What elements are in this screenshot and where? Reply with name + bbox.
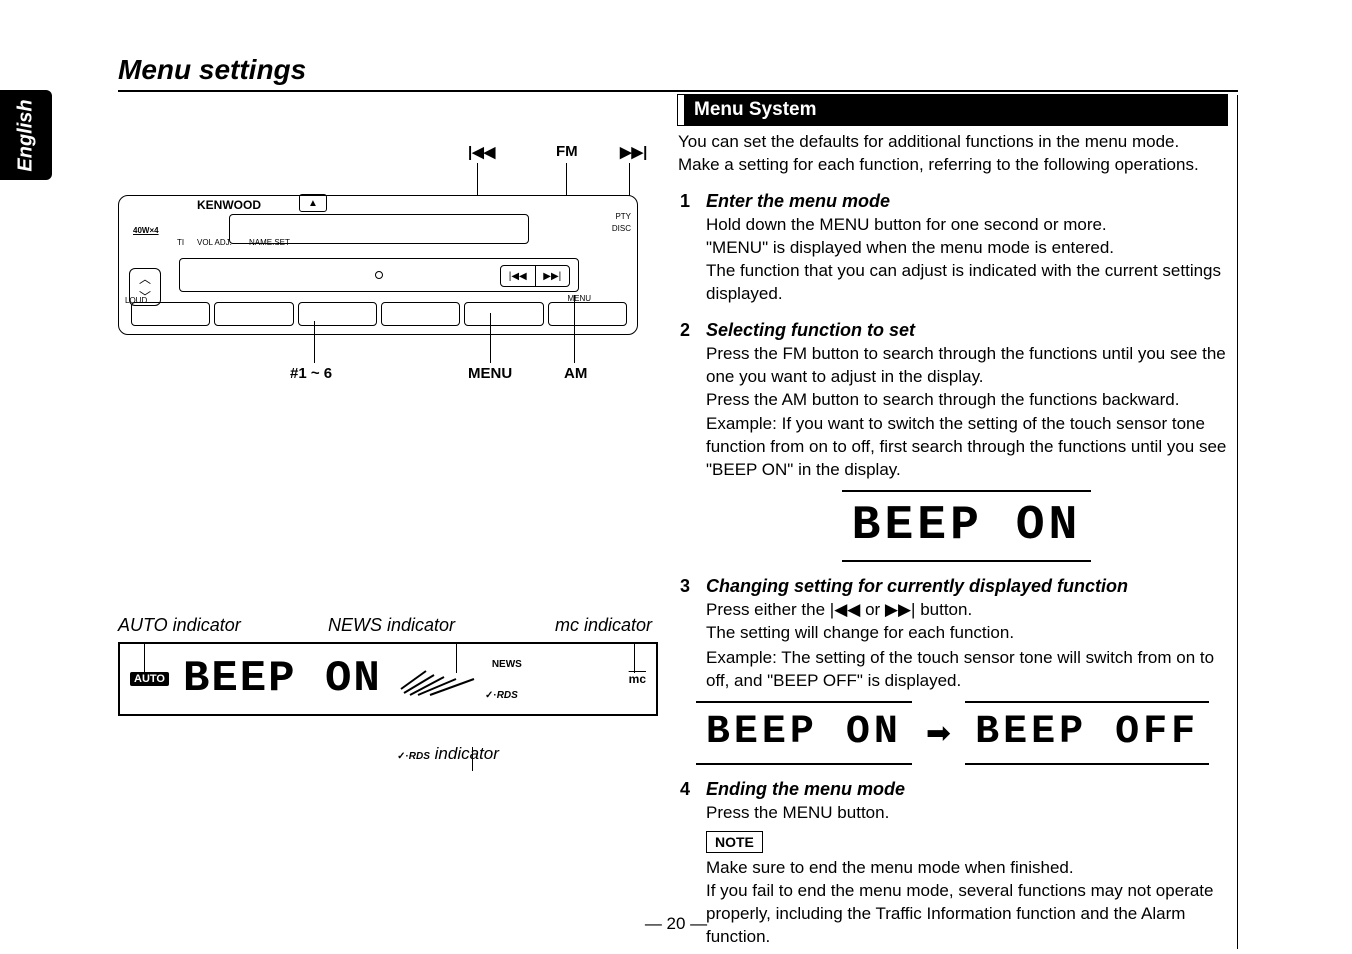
vol-label: VOL ADJ.	[197, 238, 232, 247]
chevron-up-icon: ︿	[139, 270, 151, 287]
step-3-num: 3	[680, 576, 690, 597]
section-title: Menu System	[678, 95, 1227, 125]
step-1-body: Hold down the MENU button for one second…	[706, 214, 1227, 306]
step-3-example: Example: The setting of the touch sensor…	[706, 647, 1227, 693]
step-2-display-text: BEEP ON	[852, 496, 1082, 556]
step-2-body: Press the FM button to search through th…	[706, 343, 1227, 412]
brand-label: KENWOOD	[197, 198, 261, 212]
page-title: Menu settings	[118, 54, 306, 86]
rds-indicator-label: ✓·RDS indicator	[338, 744, 558, 764]
lcd-diagram: AUTO indicator NEWS indicator mc indicat…	[118, 615, 658, 764]
presets-label: #1 ~ 6	[290, 365, 332, 382]
step-3-display-from: BEEP ON	[696, 701, 912, 765]
step-4-num: 4	[680, 779, 690, 800]
nav-prev-icon: |◀◀	[501, 266, 536, 286]
page-number: — 20 —	[0, 914, 1352, 934]
step-3-body: Press either the |◀◀ or ▶▶| button. The …	[706, 599, 1227, 645]
power-spec: 40W×4	[133, 226, 159, 235]
step-3: 3 Changing setting for currently display…	[678, 576, 1227, 765]
note-label: NOTE	[706, 831, 763, 853]
step-1: 1 Enter the menu mode Hold down the MENU…	[678, 191, 1227, 306]
auto-indicator-label: AUTO indicator	[118, 615, 328, 636]
mc-indicator-label: mc indicator	[528, 615, 658, 636]
am-label: AM	[564, 365, 587, 382]
slot-center-dot	[375, 271, 383, 279]
step-3-display-to: BEEP OFF	[965, 701, 1209, 765]
nav-buttons: |◀◀ ▶▶|	[500, 265, 570, 287]
step-3-example-body: The setting of the touch sensor tone wil…	[706, 648, 1214, 690]
step-3-example-label: Example:	[706, 648, 777, 667]
lcd-indicator-labels: AUTO indicator NEWS indicator mc indicat…	[118, 615, 658, 636]
intro-text: You can set the defaults for additional …	[678, 131, 1227, 177]
rocker-control: ︿ ﹀	[129, 268, 161, 306]
prev-track-label: |◀◀	[468, 143, 495, 161]
auto-badge: AUTO	[130, 672, 169, 686]
step-2-num: 2	[680, 320, 690, 341]
preset-buttons	[131, 302, 627, 326]
left-column: |◀◀ FM ▶▶| KENWOOD ▲ 40W×4 TI VOL ADJ. N…	[118, 135, 658, 764]
device-screen	[229, 214, 529, 244]
ti-label: TI	[177, 238, 184, 247]
device-body: KENWOOD ▲ 40W×4 TI VOL ADJ. NAME.SET PTY…	[118, 195, 638, 335]
step-2-example-body: If you want to switch the setting of the…	[706, 414, 1226, 479]
pty-label: PTY	[615, 212, 631, 221]
nav-next-icon: ▶▶|	[536, 266, 570, 286]
news-indicator-label: NEWS indicator	[328, 615, 528, 636]
step-2-example: Example: If you want to switch the setti…	[706, 413, 1227, 482]
lcd-graphic-icon: NEWS ✓·RDS	[396, 659, 486, 699]
news-badge: NEWS	[492, 659, 522, 670]
device-diagram: |◀◀ FM ▶▶| KENWOOD ▲ 40W×4 TI VOL ADJ. N…	[118, 135, 658, 415]
step-4-title: Ending the menu mode	[706, 779, 1227, 800]
step-2-title: Selecting function to set	[706, 320, 1227, 341]
device-slot: |◀◀ ▶▶|	[179, 258, 579, 292]
rds-badge: ✓·RDS	[485, 690, 518, 701]
lcd-segment-text: BEEP ON	[183, 657, 382, 701]
step-4-body: Press the MENU button.	[706, 802, 1227, 825]
step-3-display-from-text: BEEP ON	[706, 707, 902, 759]
note-body: Make sure to end the menu mode when fini…	[706, 857, 1227, 949]
step-2-example-label: Example:	[706, 414, 777, 433]
step-3-display-to-text: BEEP OFF	[975, 707, 1199, 759]
step-1-title: Enter the menu mode	[706, 191, 1227, 212]
step-3-display-row: BEEP ON ➡ BEEP OFF	[678, 701, 1227, 765]
language-tab: English	[0, 90, 52, 180]
title-rule	[118, 90, 1238, 92]
fm-label: FM	[556, 143, 578, 160]
arrow-right-icon: ➡	[926, 716, 951, 751]
step-3-title: Changing setting for currently displayed…	[706, 576, 1227, 597]
eject-button: ▲	[299, 194, 327, 212]
step-1-num: 1	[680, 191, 690, 212]
disc-label: DISC	[612, 224, 631, 233]
menu-label: MENU	[468, 365, 512, 382]
next-track-label: ▶▶|	[620, 143, 647, 161]
mc-badge: mc	[629, 672, 646, 686]
step-2: 2 Selecting function to set Press the FM…	[678, 320, 1227, 563]
lcd-panel: AUTO BEEP ON NEWS ✓·RDS mc	[118, 642, 658, 716]
step-2-display: BEEP ON	[842, 490, 1092, 562]
right-column: Menu System You can set the defaults for…	[678, 95, 1238, 949]
language-label: English	[15, 99, 38, 171]
